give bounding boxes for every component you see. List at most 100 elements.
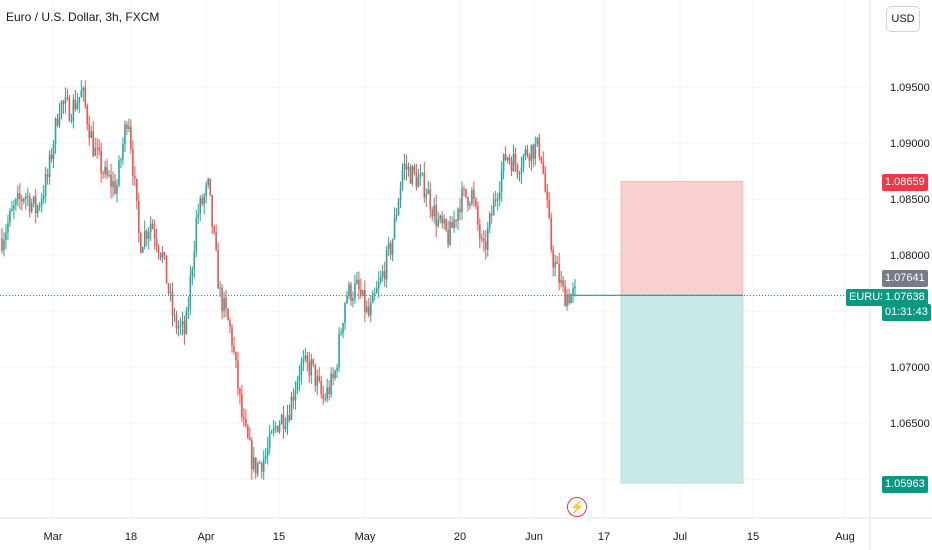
- candle-body: [336, 367, 338, 371]
- candle-body: [30, 203, 33, 212]
- candle-body: [568, 294, 570, 304]
- candle-body: [100, 150, 102, 174]
- candle-body: [169, 291, 172, 293]
- candle-body: [147, 232, 150, 239]
- candle-body: [435, 205, 438, 227]
- candle-body: [68, 97, 71, 121]
- candle-body: [7, 222, 9, 233]
- candle-body: [227, 308, 229, 321]
- candle-body: [566, 294, 568, 307]
- candle-body: [530, 144, 533, 161]
- y-tick-label: 1.09000: [890, 138, 930, 150]
- candle-body: [155, 238, 158, 247]
- y-tick-label: 1.08500: [890, 194, 930, 206]
- candle-body: [463, 188, 465, 190]
- candle-body: [90, 131, 93, 138]
- candle-body: [36, 205, 39, 214]
- candle-body: [138, 200, 140, 233]
- chart-title: Euro / U.S. Dollar, 3h, FXCM: [6, 10, 160, 24]
- x-tick-label: 15: [273, 531, 285, 543]
- candle-body: [389, 243, 392, 255]
- candle-body: [56, 118, 59, 126]
- candle-body: [554, 262, 556, 268]
- candle-body: [506, 157, 509, 161]
- candle-body: [550, 217, 553, 250]
- candle-body: [78, 97, 81, 103]
- candle-body: [401, 169, 404, 187]
- candle-body: [459, 208, 461, 213]
- candle-body: [62, 101, 65, 104]
- candle-body: [419, 174, 422, 178]
- candle-body: [479, 224, 481, 239]
- x-tick-label: May: [355, 531, 376, 543]
- currency-button[interactable]: USD: [886, 6, 920, 32]
- flash-event-icon[interactable]: ⚡: [567, 497, 587, 517]
- candle-body: [225, 297, 227, 309]
- candle-body: [92, 131, 95, 156]
- candle-body: [96, 147, 98, 149]
- candle-body: [94, 147, 96, 156]
- x-tick-label: Apr: [197, 531, 214, 543]
- candle-body: [395, 214, 398, 217]
- candle-body: [492, 199, 495, 216]
- candle-body: [304, 355, 307, 360]
- candle-body: [161, 252, 164, 258]
- candle-body: [207, 178, 210, 185]
- candle-body: [23, 199, 25, 202]
- candle-body: [403, 163, 406, 170]
- candle-body: [447, 230, 449, 245]
- candle-body: [286, 415, 289, 426]
- candle-body: [294, 390, 297, 401]
- candle-body: [461, 188, 463, 213]
- candle-body: [453, 219, 455, 229]
- candle-body: [417, 177, 420, 188]
- y-tick-label: 1.08000: [890, 250, 930, 262]
- candle-body: [276, 426, 279, 432]
- candle-body: [512, 153, 515, 172]
- candle-body: [84, 87, 87, 106]
- candle-body: [102, 173, 104, 175]
- candle-body: [300, 362, 303, 376]
- candle-body: [98, 147, 100, 151]
- y-tick-label: 1.09500: [890, 82, 930, 94]
- candle-body: [274, 426, 277, 428]
- candle-body: [427, 189, 430, 195]
- candle-body: [74, 99, 77, 110]
- candle-body: [54, 118, 57, 145]
- candle-body: [570, 294, 572, 304]
- candle-body: [151, 223, 154, 229]
- candle-body: [528, 155, 531, 161]
- candle-body: [177, 326, 180, 329]
- candle-body: [175, 315, 178, 329]
- candle-body: [181, 321, 184, 325]
- candle-body: [326, 387, 328, 399]
- candle-body: [241, 394, 243, 418]
- candle-body: [433, 205, 436, 217]
- candle-body: [302, 359, 305, 363]
- candle-body: [233, 345, 235, 352]
- candle-body: [421, 173, 424, 175]
- candle-body: [538, 137, 541, 157]
- candle-body: [163, 252, 166, 256]
- candle-body: [126, 124, 128, 129]
- candle-body: [199, 198, 202, 214]
- candle-body: [149, 223, 152, 233]
- candle-body: [260, 462, 263, 472]
- candle-body: [407, 166, 410, 170]
- candle-body: [215, 232, 217, 250]
- candle-body: [377, 282, 380, 289]
- candle-body: [318, 376, 321, 381]
- candle-body: [145, 230, 148, 239]
- candle-body: [510, 160, 513, 172]
- candle-body: [564, 286, 566, 307]
- candle-body: [536, 137, 539, 145]
- candle-body: [76, 102, 79, 110]
- x-tick-label: Mar: [44, 531, 63, 543]
- candle-body: [324, 398, 326, 400]
- candle-body: [1, 238, 3, 251]
- candle-body: [223, 297, 225, 312]
- stop-loss-price-label: 1.08659: [882, 174, 928, 191]
- candle-body: [387, 243, 390, 250]
- short-position-tool: [0, 180, 870, 484]
